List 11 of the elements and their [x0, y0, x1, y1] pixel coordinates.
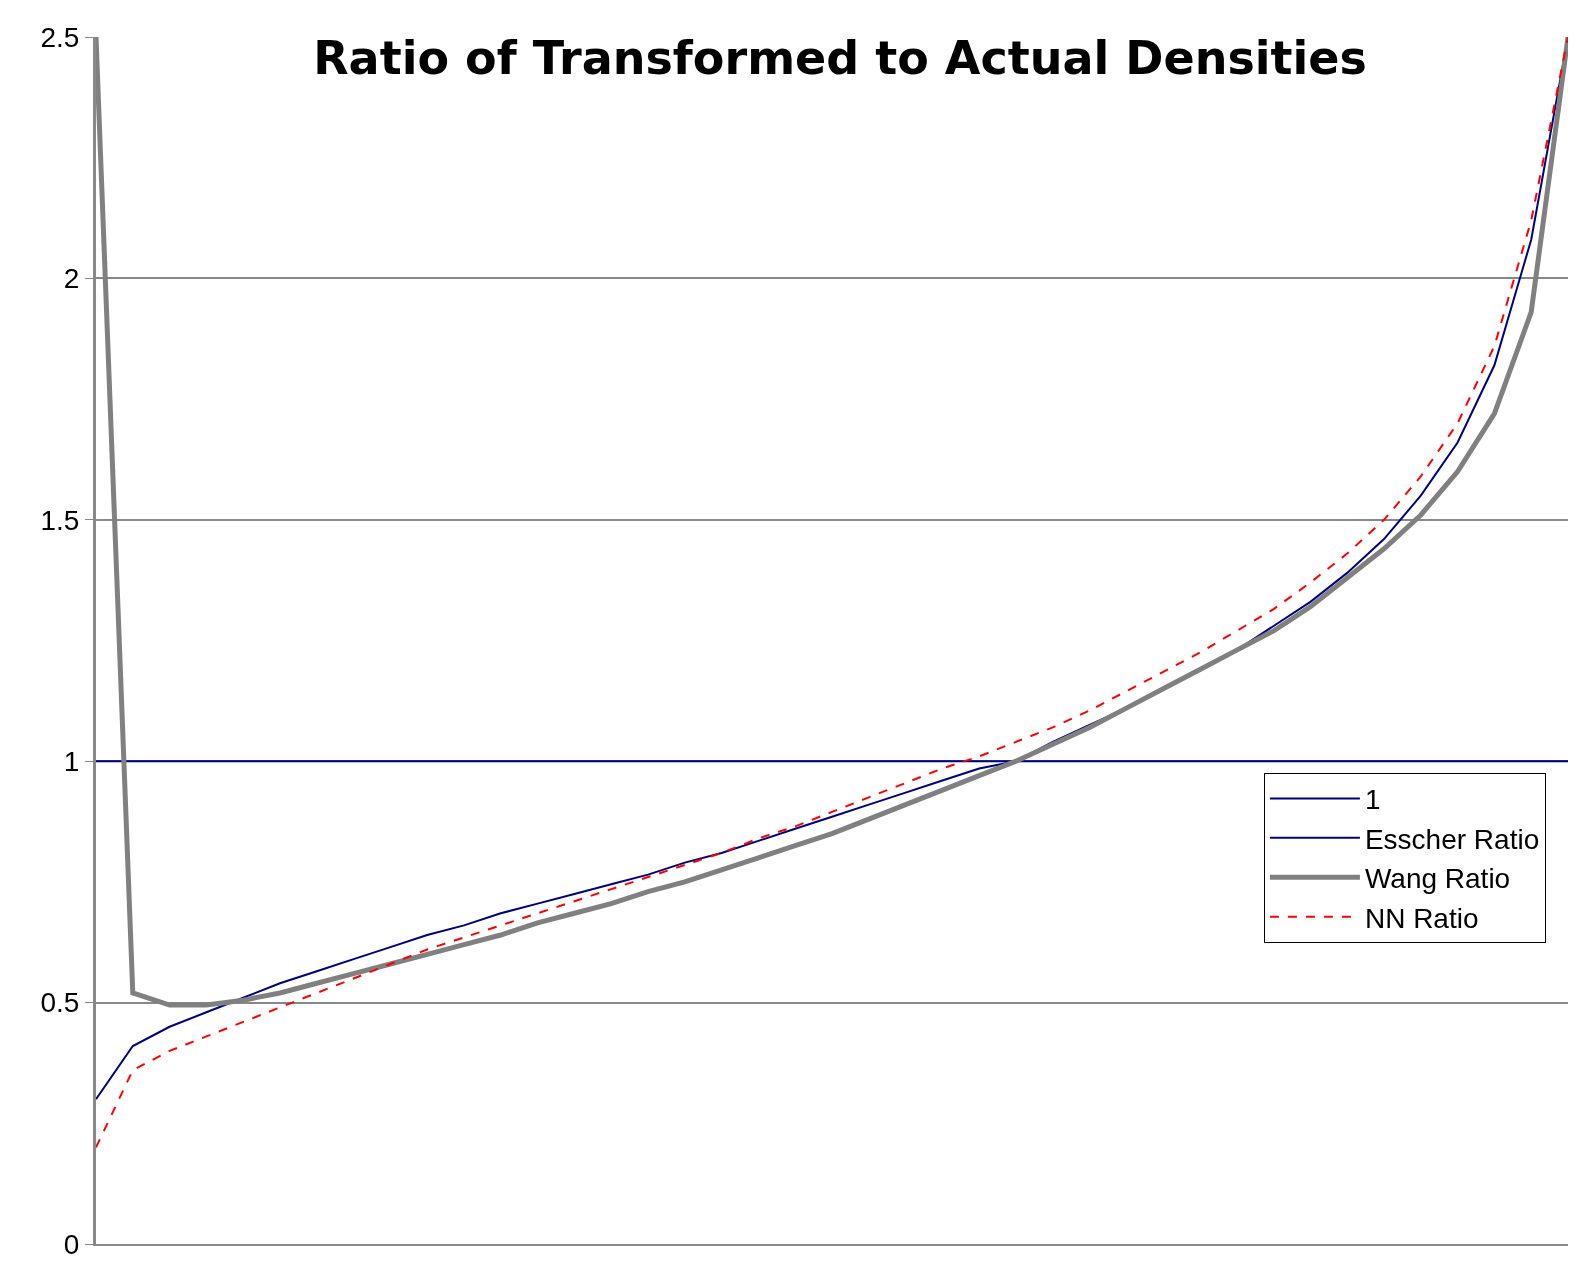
- y-tick-label: 2: [63, 263, 80, 295]
- y-tick-label: 1: [63, 746, 80, 777]
- legend-label: NN Ratio: [1364, 902, 1479, 934]
- y-tick-label: 0: [63, 1228, 80, 1260]
- y-tick-label: 1.5: [40, 504, 80, 536]
- y-tick-label: 0.5: [40, 987, 80, 1019]
- legend-label: Wang Ratio: [1364, 863, 1511, 895]
- y-tick-label: 2.5: [40, 21, 80, 53]
- legend-label: 1: [1364, 784, 1381, 816]
- chart-title: Ratio of Transformed to Actual Densities: [313, 30, 1367, 85]
- legend-label: Esscher Ratio: [1364, 823, 1540, 855]
